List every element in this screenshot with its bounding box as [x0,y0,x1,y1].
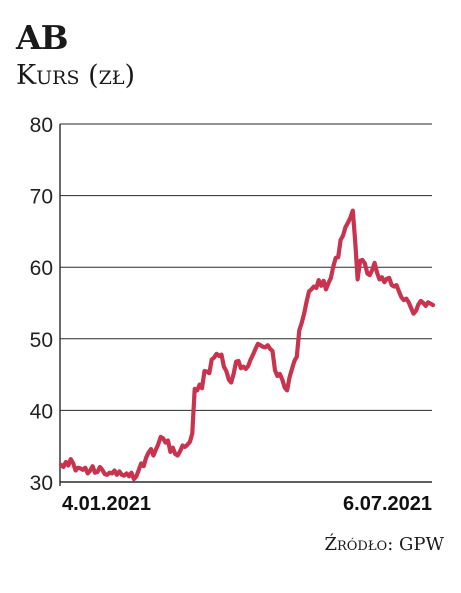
chart-series [58,208,436,482]
chart-title: AB [16,18,68,57]
y-tick-label: 50 [30,329,53,352]
chart-grid [60,123,432,483]
y-tick-label: 80 [30,114,53,137]
source-note: Źródło: GPW [324,534,444,555]
chart-subtitle: Kurs (zł) [16,60,136,91]
y-tick-label: 40 [30,400,53,423]
y-tick-label: 30 [30,472,53,495]
series-line-0 [58,208,436,482]
y-tick-label: 70 [30,186,53,209]
x-tick-label: 6.07.2021 [343,493,432,515]
x-axis: 4.01.2021 6.07.2021 [62,493,432,515]
x-tick-label: 4.01.2021 [62,493,151,515]
y-tick-label: 60 [30,257,53,280]
y-axis: 30 40 50 60 70 80 [30,114,61,495]
